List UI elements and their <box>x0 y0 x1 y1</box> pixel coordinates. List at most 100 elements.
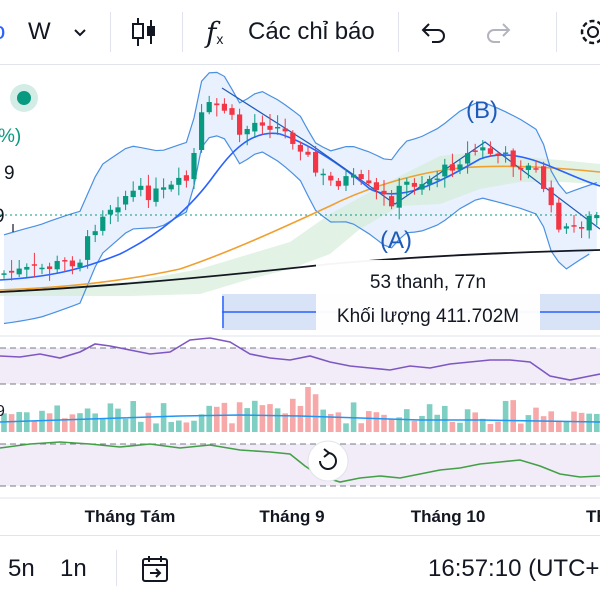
candle-body <box>548 187 554 206</box>
interval-selector[interactable]: W <box>28 0 51 64</box>
chevron-down-icon[interactable] <box>72 0 88 64</box>
redo-icon[interactable] <box>484 0 512 64</box>
volume-bar <box>229 423 235 432</box>
candle-body <box>427 178 433 185</box>
volume-bar <box>525 415 532 432</box>
clock-time-label: 16:57:10 (UTC+ <box>428 554 600 582</box>
volume-bar <box>502 400 509 432</box>
volume-bar <box>1 413 7 432</box>
svg-text:9: 9 <box>0 403 5 420</box>
volume-bar <box>274 408 281 432</box>
candle-body <box>130 190 136 198</box>
candle-body <box>31 264 37 266</box>
candle-body <box>199 112 205 150</box>
month-label-aug: Tháng Tám <box>85 507 176 526</box>
candle-body <box>404 181 410 185</box>
candle-body <box>518 168 524 170</box>
candle-body <box>77 262 83 268</box>
volume-bar <box>540 416 547 432</box>
volume-bar <box>138 421 144 432</box>
volume-bar <box>153 423 159 432</box>
calendar-goto-icon[interactable] <box>140 536 172 601</box>
month-label-oct: Tháng 10 <box>411 507 486 526</box>
volume-bar <box>252 400 258 432</box>
left-label-2: 9 <box>0 206 5 227</box>
interval-5n-button[interactable]: 5n <box>8 536 35 601</box>
candle-body <box>244 128 250 135</box>
month-label-next: Th <box>586 507 600 526</box>
candle-body <box>533 168 539 170</box>
candle-body <box>123 195 129 205</box>
bollinger-upper <box>3 71 597 236</box>
status-dot-icon <box>17 91 31 105</box>
undo-icon[interactable] <box>420 0 448 64</box>
candle-body <box>313 151 319 173</box>
candle-body <box>138 185 144 190</box>
candle-body <box>434 178 440 181</box>
reset-icon[interactable] <box>319 452 337 470</box>
volume-bar <box>518 423 524 432</box>
volume-bar <box>366 411 372 432</box>
volume-bar <box>472 412 478 432</box>
candle-body <box>267 125 273 130</box>
reset-chart-button[interactable] <box>307 440 349 482</box>
clock-time[interactable]: 16:57:10 (UTC+ <box>428 536 599 601</box>
candle-body <box>320 173 326 176</box>
candle-body <box>153 188 159 202</box>
candle-body <box>442 164 448 177</box>
volume-bar <box>62 418 68 432</box>
candlestick-icon[interactable] <box>130 0 158 64</box>
candle-body <box>9 270 15 273</box>
candle-body <box>1 273 7 275</box>
volume-bar <box>46 413 53 432</box>
tooltip-volume-label: Khối lượng 411.702M <box>337 306 519 327</box>
oscillator-line <box>0 441 600 483</box>
candle-body <box>419 184 425 190</box>
volume-bar <box>312 394 319 432</box>
volume-bar <box>449 421 456 432</box>
settings-icon[interactable] <box>578 0 600 64</box>
symbol-fragment[interactable]: o <box>0 0 6 64</box>
interval-1n-button[interactable]: 1n <box>60 536 87 601</box>
candle-body <box>556 202 562 230</box>
month-label-sep: Tháng 9 <box>259 507 324 526</box>
candle-body <box>24 266 30 270</box>
candle-body <box>389 196 395 207</box>
volume-bar <box>434 414 440 432</box>
volume-bar <box>191 420 197 432</box>
candle-body <box>541 166 547 189</box>
candle-body <box>85 236 91 260</box>
candle-body <box>366 180 372 184</box>
wave-line <box>221 87 600 230</box>
volume-bar <box>122 418 129 432</box>
volume-bar <box>320 409 326 432</box>
volume-bar <box>176 420 182 432</box>
candle-body <box>495 153 501 156</box>
volume-bar <box>84 408 91 432</box>
candle-body <box>351 174 357 178</box>
volume-bar <box>221 402 228 432</box>
candle-body <box>275 126 281 129</box>
candle-body <box>183 175 189 181</box>
candle-body <box>328 175 334 181</box>
volume-bar <box>69 414 76 432</box>
candle-body <box>465 153 471 164</box>
bollinger-band-fill <box>4 72 597 324</box>
volume-bar <box>8 414 15 432</box>
candle-body <box>229 108 235 115</box>
indicators-button[interactable]: Các chỉ báo <box>248 0 375 64</box>
price-chart[interactable]: %) 9 9 (A) (B) 53 thanh, 77n Khối lượng … <box>0 64 600 534</box>
candle-body <box>69 260 75 267</box>
chart-area[interactable]: %) 9 9 (A) (B) 53 thanh, 77n Khối lượng … <box>0 64 600 534</box>
volume-bar <box>396 417 402 432</box>
candle-body <box>206 102 212 113</box>
volume-bar <box>259 405 266 432</box>
volume-bar <box>426 404 433 432</box>
volume-bar <box>206 405 212 432</box>
candle-body <box>396 185 402 208</box>
volume-bar <box>130 401 136 432</box>
candle-body <box>115 207 121 213</box>
wave-label-a: (A) <box>380 227 412 254</box>
bollinger-lower <box>3 135 590 325</box>
